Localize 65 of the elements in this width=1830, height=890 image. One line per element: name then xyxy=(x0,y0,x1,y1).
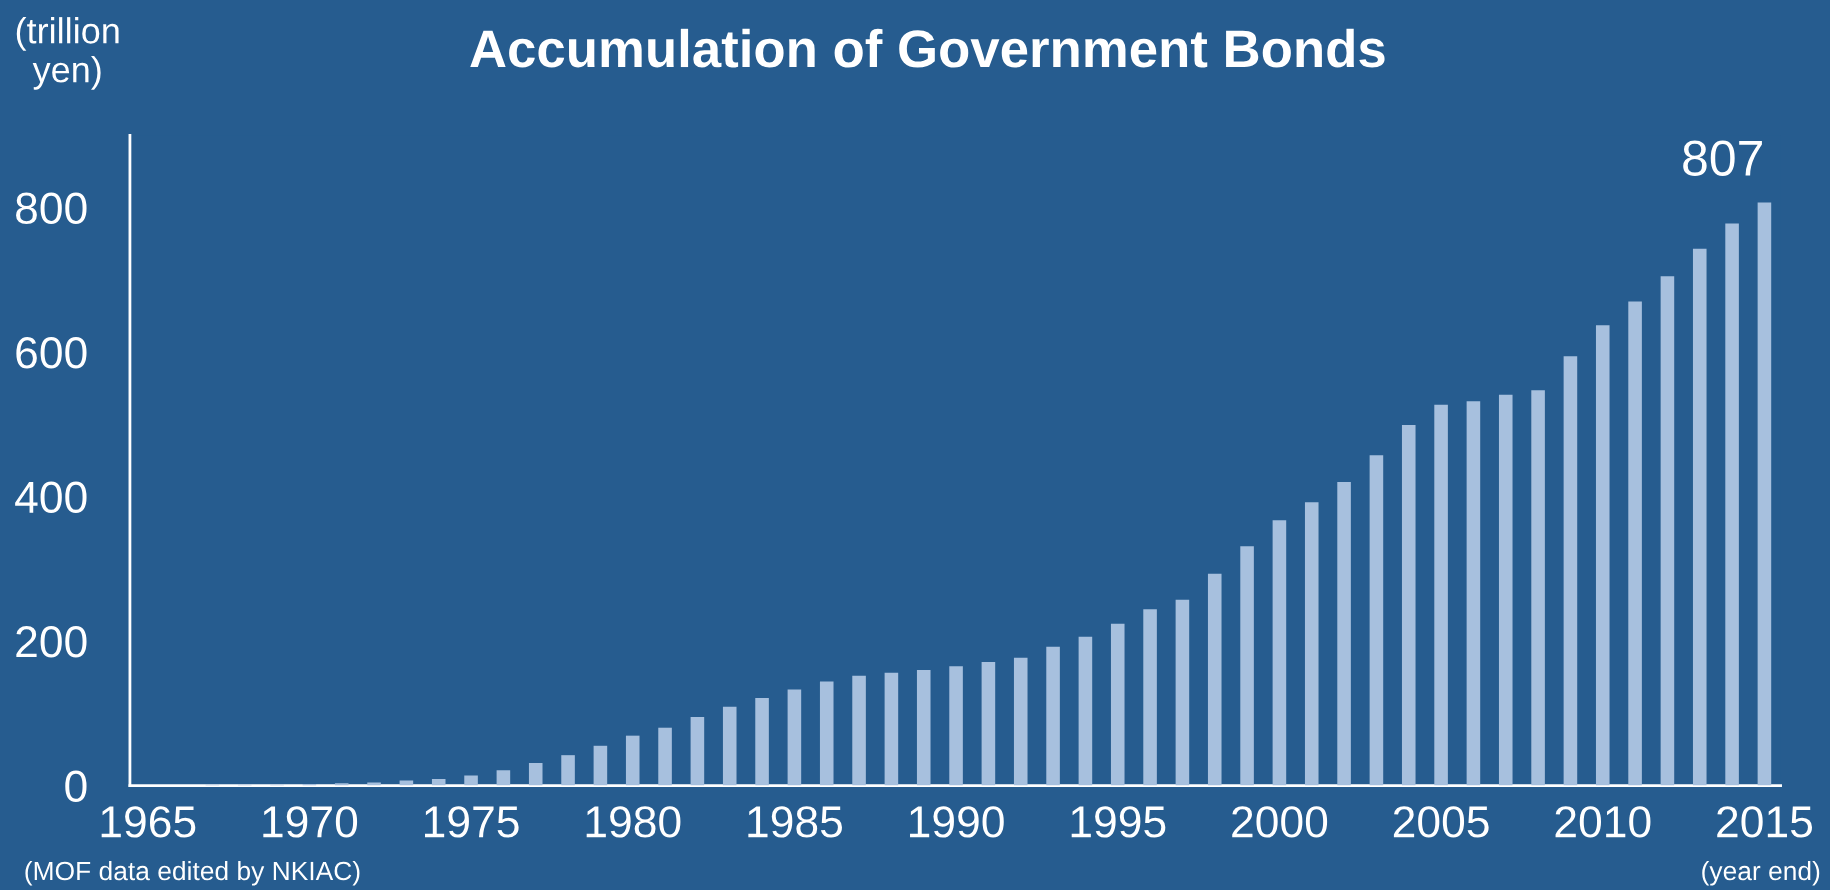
bar xyxy=(1595,325,1610,786)
x-tick-label: 2005 xyxy=(1393,806,1489,838)
bar xyxy=(981,661,996,786)
y-tick-label: 600 xyxy=(16,337,87,369)
bar xyxy=(787,689,802,786)
bar xyxy=(1272,520,1287,786)
x-tick-label: 2015 xyxy=(1717,806,1812,838)
y-tick-label: 800 xyxy=(16,192,87,225)
bar xyxy=(399,780,414,786)
bar xyxy=(528,763,543,786)
bar xyxy=(755,698,769,786)
bar xyxy=(1143,609,1157,786)
x-tick-label: 1965 xyxy=(101,806,196,838)
x-tick-label: 1985 xyxy=(748,806,842,838)
x-tick-label: 1975 xyxy=(425,806,519,838)
bar xyxy=(1337,482,1351,786)
bar xyxy=(1369,455,1384,786)
bar xyxy=(593,745,608,786)
bar xyxy=(1013,657,1028,786)
bar xyxy=(722,706,737,786)
bar xyxy=(690,716,705,786)
text: (year end) xyxy=(1702,860,1820,886)
y-tick-label: 400 xyxy=(15,481,87,514)
bar xyxy=(1078,636,1093,786)
x-tick-label: 1980 xyxy=(586,806,681,838)
bar xyxy=(1725,223,1739,786)
bar xyxy=(1757,202,1772,786)
y-tick-label: 200 xyxy=(16,626,87,658)
bar xyxy=(1110,623,1125,786)
bar xyxy=(625,735,640,786)
bar xyxy=(1401,425,1416,786)
bar xyxy=(496,770,511,786)
bar xyxy=(1531,390,1545,786)
bar xyxy=(852,675,866,786)
bar xyxy=(819,681,834,786)
bar xyxy=(561,755,575,786)
bar xyxy=(1628,301,1642,786)
bar xyxy=(1466,401,1481,786)
bar xyxy=(916,669,931,786)
bar xyxy=(1240,546,1254,786)
bar xyxy=(334,783,349,786)
bar xyxy=(1304,502,1319,786)
y-axis-title: (trillion yen) xyxy=(16,17,119,90)
x-tick-label: 2000 xyxy=(1232,806,1328,838)
x-tick-label: 2010 xyxy=(1555,806,1651,838)
bar xyxy=(1434,404,1448,786)
bar xyxy=(884,672,899,786)
bar xyxy=(1660,276,1675,786)
text: (MOF data edited by NKIAC) xyxy=(25,860,360,886)
chart-title: Accumulation of Government Bonds xyxy=(470,28,1385,68)
x-tick-label: 1970 xyxy=(263,806,358,838)
bar xyxy=(1692,248,1707,786)
bar xyxy=(1563,356,1578,786)
x-tick-label: 1995 xyxy=(1071,806,1166,838)
bar xyxy=(1207,573,1222,786)
data-label: 807 xyxy=(1683,140,1762,176)
y-tick-label: 0 xyxy=(65,770,87,803)
bar xyxy=(431,779,446,786)
bar xyxy=(1175,599,1190,786)
bar xyxy=(658,727,672,786)
bar xyxy=(1498,394,1513,786)
x-tick-label: 1990 xyxy=(910,806,1004,838)
bar xyxy=(1046,646,1060,786)
bar xyxy=(949,666,963,786)
bar xyxy=(464,775,478,786)
